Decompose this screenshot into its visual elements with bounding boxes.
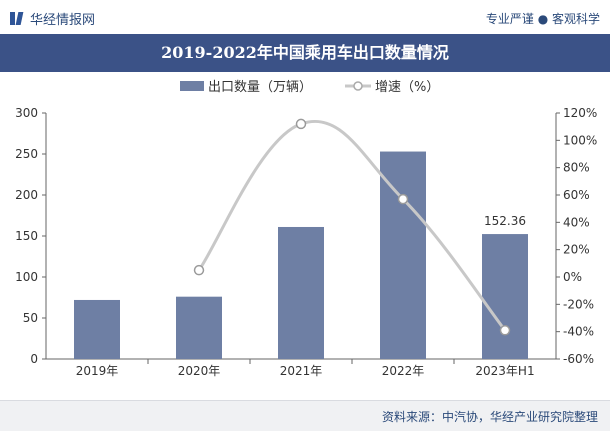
y-left-tick-label: 0 [30,352,38,366]
title-bar: 2019-2022年中国乘用车出口数量情况 [0,34,610,72]
y-right-tick-label: 20% [563,243,590,257]
x-tick-label: 2023年H1 [475,364,534,378]
y-left-tick-label: 300 [15,106,38,120]
legend-swatch-bar [180,81,204,91]
y-right-tick-label: 40% [563,215,590,229]
bar [74,299,120,359]
bar [380,151,426,359]
x-tick-label: 2019年 [76,364,119,378]
y-right-tick-label: -40% [563,325,594,339]
chart-title: 2019-2022年中国乘用车出口数量情况 [161,43,449,62]
bar [278,226,324,359]
brand: 华经情报网 [10,9,96,28]
y-right-tick-label: 120% [563,106,597,120]
y-left-tick-label: 200 [15,188,38,202]
source-note: 资料来源：中汽协，华经产业研究院整理 [381,410,598,424]
chart: 出口数量（万辆） 增速（%） 0 50 100 150 200 250 300 -60% -40% -… [15,80,597,378]
brand-name: 华经情报网 [30,12,96,28]
y-left-tick-label: 150 [15,229,38,243]
line-point [499,325,511,336]
bar [482,234,528,359]
line-point [397,193,409,205]
legend-label-bar: 出口数量（万辆） [208,80,312,95]
y-left-tick-label: 100 [15,270,38,284]
data-label: 152.36 [484,214,526,228]
y-left-tick-label: 250 [15,147,38,161]
y-right-tick-label: 80% [563,161,590,175]
y-right-tick-label: 0% [563,270,582,284]
bar [176,296,222,359]
x-tick-label: 2021年 [280,364,323,378]
x-tick-label: 2020年 [178,364,221,378]
legend-marker-line [353,81,363,91]
series-line-growth [197,120,507,332]
y-right-tick-label: -20% [563,297,594,311]
x-tick-label: 2022年 [382,364,425,378]
line-point [193,264,205,276]
line-point [295,118,307,130]
footer: 资料来源：中汽协，华经产业研究院整理 [0,400,610,431]
y-right-tick-label: 100% [563,133,597,147]
tagline: 专业严谨 ● 客观科学 [485,12,600,26]
legend-label-line: 增速（%） [375,80,439,95]
y-right-tick-label: -60% [563,352,594,366]
top-bar: 华经情报网 专业严谨 ● 客观科学 [0,0,610,34]
y-right-tick-label: 60% [563,188,590,202]
brand-logo-icon [10,11,24,25]
y-left-tick-label: 50 [23,311,38,325]
